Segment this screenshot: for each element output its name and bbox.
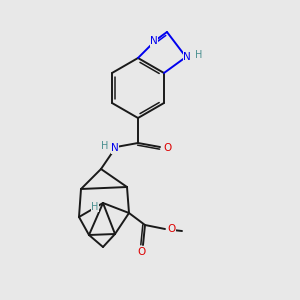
Text: N: N [183,52,191,62]
Text: N: N [150,36,158,46]
Text: N: N [111,143,119,153]
Text: H: H [101,141,109,151]
Text: H: H [195,50,203,60]
Text: O: O [167,224,175,234]
Text: H: H [91,202,99,212]
Text: O: O [138,247,146,257]
Text: O: O [163,143,171,153]
